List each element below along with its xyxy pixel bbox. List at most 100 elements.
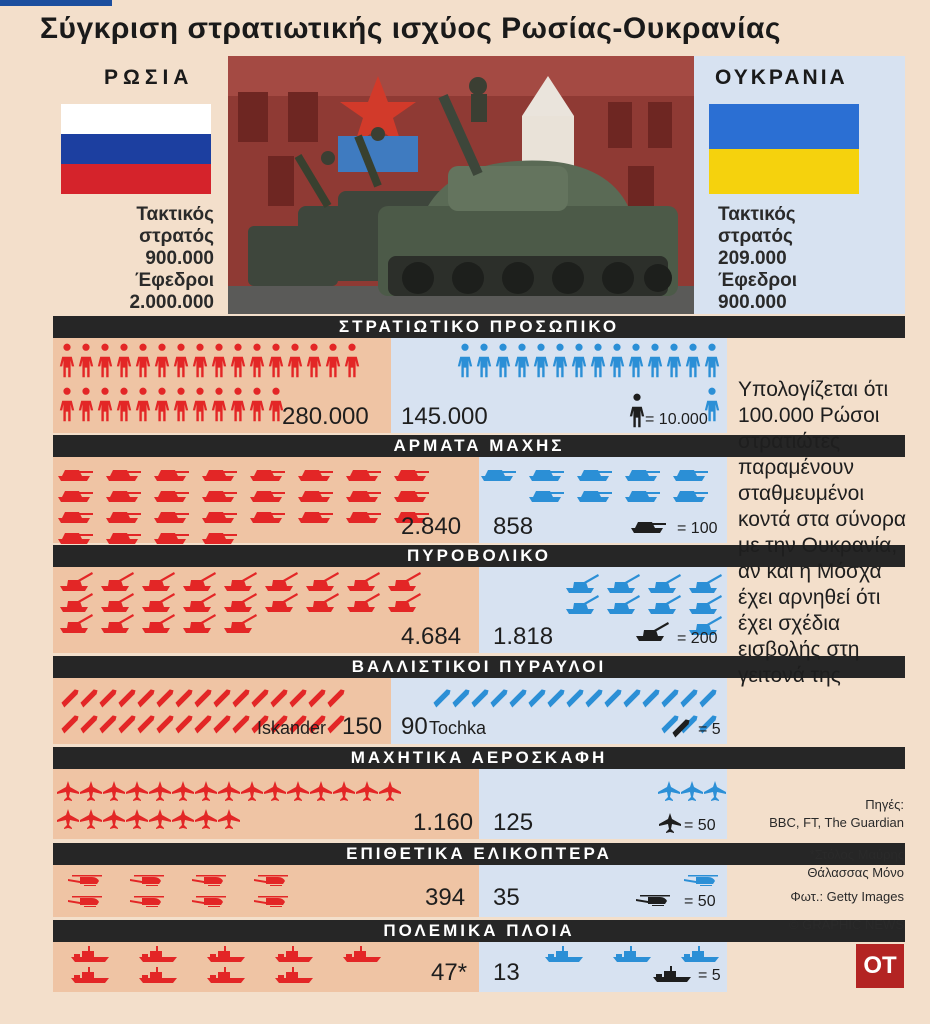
ukraine-soldier-icon — [495, 343, 511, 378]
ukraine-soldier-icon — [628, 343, 644, 378]
ukraine-label: ΟΥΚΡΑΝΙΑ — [715, 66, 848, 89]
ukraine-missile-icon — [471, 689, 489, 708]
ukraine-missile-icon — [642, 689, 660, 708]
russia-panel-helicopters — [53, 865, 479, 917]
russia-tank-icon — [346, 491, 381, 502]
russia-missile-icon — [156, 715, 174, 734]
top-accent-line — [0, 0, 112, 6]
section-header-personnel: ΣΤΡΑΤΙΩΤΙΚΟ ΠΡΟΣΩΠΙΚΟ — [53, 316, 905, 338]
ukraine-soldier-icon — [685, 343, 701, 378]
russia-soldier-icon — [287, 343, 303, 378]
ukraine-missile-icon — [604, 689, 622, 708]
ukraine-missile-icon — [623, 689, 641, 708]
russia-tank-icon — [106, 470, 141, 481]
russia-missile-icon — [118, 715, 136, 734]
russia-artillery-icon — [224, 572, 257, 591]
legend-jet-icon — [659, 813, 681, 833]
ukraine-army-line: 900.000 — [718, 292, 787, 313]
russia-missile-icon — [99, 715, 117, 734]
russia-artillery-icon — [224, 614, 257, 633]
russia-soldier-icon — [268, 387, 284, 422]
ukraine-artillery-icon — [648, 595, 681, 614]
russia-soldier-icon — [344, 343, 360, 378]
russia-ship-icon — [207, 967, 245, 983]
ukraine-missile-icon — [566, 689, 584, 708]
russia-ship-icon — [139, 946, 177, 962]
russia-soldier-icon — [116, 343, 132, 378]
legend-unit-missiles: = 5 — [698, 721, 721, 738]
russia-tank-icon — [394, 470, 429, 481]
ukraine-missile-icon — [680, 715, 698, 734]
russia-missile-icon — [175, 715, 193, 734]
ukraine-soldier-icon — [647, 343, 663, 378]
ukraine-tank-icon — [577, 470, 612, 481]
russia-missile-icon — [327, 715, 345, 734]
ukraine-tank-icon — [673, 470, 708, 481]
russia-artillery-icon — [101, 593, 134, 612]
russia-heli-icon — [130, 875, 164, 886]
legend-heli-icon — [636, 895, 670, 906]
russia-tank-icon — [394, 512, 429, 523]
russia-artillery-icon — [265, 572, 298, 591]
ukraine-missile-icon — [528, 689, 546, 708]
russia-heli-icon — [192, 875, 226, 886]
legend-soldier-icon — [629, 393, 645, 428]
ukraine-artillery-icon — [689, 574, 722, 593]
sources-label: Πηγές: — [865, 797, 904, 812]
russia-tank-icon — [154, 533, 189, 544]
ukraine-panel-missiles — [391, 678, 727, 744]
russia-value-tanks: 2.840 — [401, 513, 462, 540]
ukraine-tank-icon — [529, 491, 564, 502]
ukraine-tank-icon — [529, 470, 564, 481]
ukraine-jet-icon — [681, 781, 703, 801]
russia-ship-icon — [207, 946, 245, 962]
ukraine-tank-icon — [673, 491, 708, 502]
russia-soldier-icon — [78, 387, 94, 422]
ukraine-army-line: στρατός — [718, 226, 793, 247]
ukraine-artillery-icon — [689, 595, 722, 614]
russia-missile-icon — [308, 715, 326, 734]
russia-artillery-icon — [265, 593, 298, 612]
ukraine-tank-icon — [481, 470, 516, 481]
russia-value-artillery: 4.684 — [401, 623, 462, 650]
ukraine-missile-icon — [509, 689, 527, 708]
russia-value-helicopters: 394 — [425, 884, 466, 911]
ukraine-value-tanks: 858 — [493, 513, 534, 540]
ot-logo: OT — [856, 944, 904, 988]
russia-jet-icon — [172, 781, 194, 801]
ukraine-ship-icon — [545, 946, 583, 962]
russia-flag — [61, 104, 211, 194]
russia-artillery-icon — [60, 572, 93, 591]
russia-tank-icon — [154, 512, 189, 523]
ukraine-value-ships: 13 — [493, 959, 520, 986]
footnote-line: Θάλασσας Μόνο — [807, 865, 904, 880]
russia-missile-icon — [137, 689, 155, 708]
russia-missile-icon — [175, 689, 193, 708]
russia-soldier-icon — [249, 387, 265, 422]
russia-missile-icon — [194, 715, 212, 734]
ukraine-soldier-icon — [590, 343, 606, 378]
ukraine-missile-icon — [661, 715, 679, 734]
legend-missile-icon — [672, 719, 690, 738]
russia-missile-icon — [270, 689, 288, 708]
russia-missile-icon — [80, 715, 98, 734]
russia-artillery-icon — [388, 593, 421, 612]
russia-missile-icon — [99, 689, 117, 708]
ukraine-heli-icon — [684, 875, 718, 886]
russia-jet-icon — [149, 781, 171, 801]
tank-parade-photo — [228, 56, 696, 314]
russia-missile-icon — [327, 689, 345, 708]
russia-soldier-icon — [59, 387, 75, 422]
russia-jet-icon — [218, 809, 240, 829]
ukraine-panel-personnel — [391, 338, 727, 433]
russia-tank-icon — [58, 533, 93, 544]
russia-tank-icon — [202, 512, 237, 523]
ukraine-soldier-icon — [666, 343, 682, 378]
ukraine-jet-icon — [658, 781, 680, 801]
legend-unit-tanks: = 100 — [677, 520, 718, 537]
section-header-helicopters: ΕΠΙΘΕΤΙΚΑ ΕΛΙΚΟΠΤΕΡΑ — [53, 843, 905, 865]
russia-jet-icon — [218, 781, 240, 801]
ukraine-flag — [709, 104, 859, 194]
ukraine-panel-helicopters — [479, 865, 727, 917]
russia-tank-icon — [346, 512, 381, 523]
